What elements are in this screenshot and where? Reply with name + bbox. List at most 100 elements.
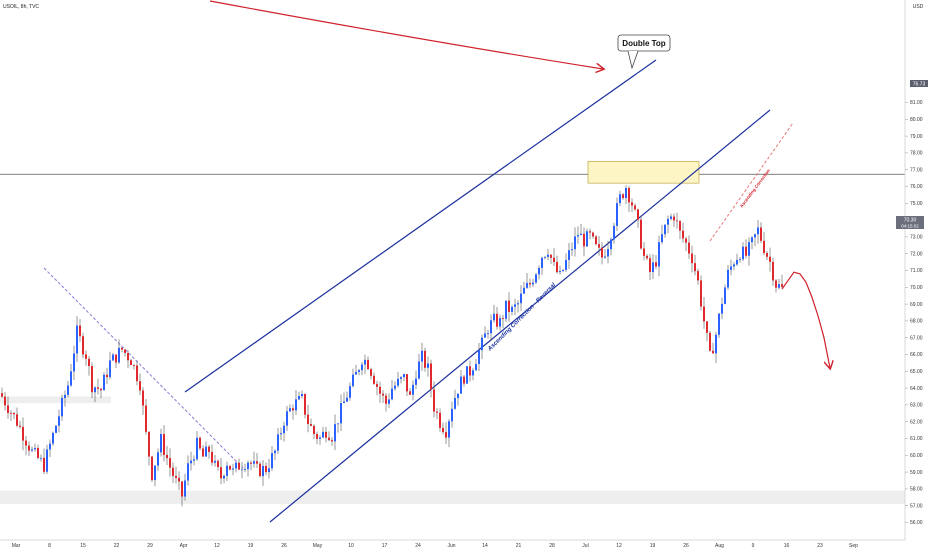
- candle-body: [37, 447, 39, 458]
- candle-body: [346, 397, 348, 402]
- price-tick: 81.00: [905, 100, 923, 106]
- time-axis[interactable]: Mar 8 15 22 29 Apr 12 19 26 May 10 17 24 Jun 14 21 28 Jul…: [0, 539, 905, 549]
- candle-body: [628, 188, 630, 203]
- candle: [712, 342, 714, 354]
- candle-body: [202, 448, 204, 457]
- candle-body: [457, 393, 459, 399]
- candle: [169, 448, 171, 477]
- candle: [142, 387, 144, 415]
- candle: [658, 235, 660, 277]
- price-tick: 73.00: [905, 235, 923, 241]
- candle-body: [769, 256, 771, 262]
- candle-body: [376, 383, 378, 387]
- candle: [280, 427, 282, 441]
- candle: [754, 233, 756, 247]
- candle: [469, 360, 471, 382]
- candle: [325, 426, 327, 443]
- candle-body: [241, 469, 243, 471]
- candle: [223, 474, 225, 484]
- candle: [31, 446, 33, 453]
- candle-body: [730, 266, 732, 270]
- marker-level-box: [910, 80, 928, 87]
- price-tick-label: 57.00: [910, 503, 923, 509]
- candle: [307, 404, 309, 433]
- candle-body: [265, 465, 267, 473]
- candle-body: [256, 461, 258, 464]
- candle-body: [307, 414, 309, 425]
- candle-body: [718, 313, 720, 335]
- candle: [769, 247, 771, 272]
- candle-body: [610, 239, 612, 250]
- time-tick: Aug: [715, 543, 724, 549]
- candle: [418, 353, 420, 380]
- candle: [106, 367, 108, 385]
- price-tick: 59.00: [905, 470, 923, 476]
- time-tick-label: Jul: [582, 543, 588, 549]
- price-tick: 63.00: [905, 403, 923, 409]
- candle-body: [754, 234, 756, 238]
- time-tick: 24: [415, 543, 421, 549]
- candle: [100, 387, 102, 399]
- candle: [703, 297, 705, 329]
- candle-body: [181, 481, 183, 497]
- candle: [478, 343, 480, 372]
- candle: [193, 455, 195, 466]
- candle-body: [61, 398, 63, 417]
- candle-body: [103, 374, 105, 391]
- candle-body: [691, 253, 693, 264]
- candle-body: [211, 451, 213, 463]
- price-tick: 57.00: [905, 503, 923, 509]
- candle-body: [220, 467, 222, 479]
- double-top-callout[interactable]: Double Top: [617, 34, 671, 70]
- price-tick: 56.00: [905, 520, 923, 526]
- time-tick-label: 9: [752, 543, 755, 549]
- downtrend-dashed-line[interactable]: [43, 267, 244, 469]
- candle-body: [88, 358, 90, 367]
- candle: [385, 393, 387, 412]
- double-top-zone[interactable]: [587, 161, 700, 184]
- candle-body: [565, 260, 567, 270]
- channel-upper-line[interactable]: [184, 59, 657, 393]
- channel-lower-line[interactable]: [269, 109, 771, 523]
- candle-body: [439, 412, 441, 428]
- candle-body: [772, 261, 774, 281]
- price-axis[interactable]: USD 56.00 57.00 58.00 59.00 60.00 61.00 62.00 6…: [896, 0, 928, 540]
- price-tick-label: 63.00: [910, 403, 923, 409]
- price-tick: 76.00: [905, 184, 923, 190]
- small-channel-dashed-line[interactable]: [709, 122, 794, 242]
- candle-body: [526, 282, 528, 288]
- price-tick: 69.00: [905, 302, 923, 308]
- candle: [283, 421, 285, 442]
- candle-body: [544, 256, 546, 258]
- candle: [580, 223, 582, 236]
- candle: [745, 239, 747, 259]
- candle: [259, 461, 261, 478]
- top-arrow[interactable]: [209, 0, 603, 69]
- candle-body: [310, 424, 312, 426]
- time-tick-label: 12: [616, 543, 622, 549]
- time-tick-label: 15: [80, 543, 86, 549]
- projection-arrow[interactable]: [781, 271, 830, 368]
- candle-body: [157, 452, 159, 466]
- candle: [352, 368, 354, 388]
- candle-body: [97, 387, 99, 389]
- price-tick: 80.00: [905, 117, 923, 123]
- candle-body: [148, 431, 150, 457]
- candle-body: [82, 336, 84, 355]
- candle-body: [637, 209, 639, 220]
- candle: [37, 444, 39, 460]
- candle-body: [481, 337, 483, 351]
- candle: [475, 359, 477, 371]
- candle-body: [322, 431, 324, 438]
- candle-body: [112, 354, 114, 361]
- time-tick: 16: [784, 543, 790, 549]
- candle-body: [781, 284, 783, 287]
- candle-body: [415, 378, 417, 385]
- candle-body: [142, 390, 144, 406]
- candle-body: [250, 462, 252, 464]
- candle-body: [313, 425, 315, 435]
- candle: [604, 249, 606, 260]
- candle: [472, 367, 474, 381]
- candle: [751, 236, 753, 250]
